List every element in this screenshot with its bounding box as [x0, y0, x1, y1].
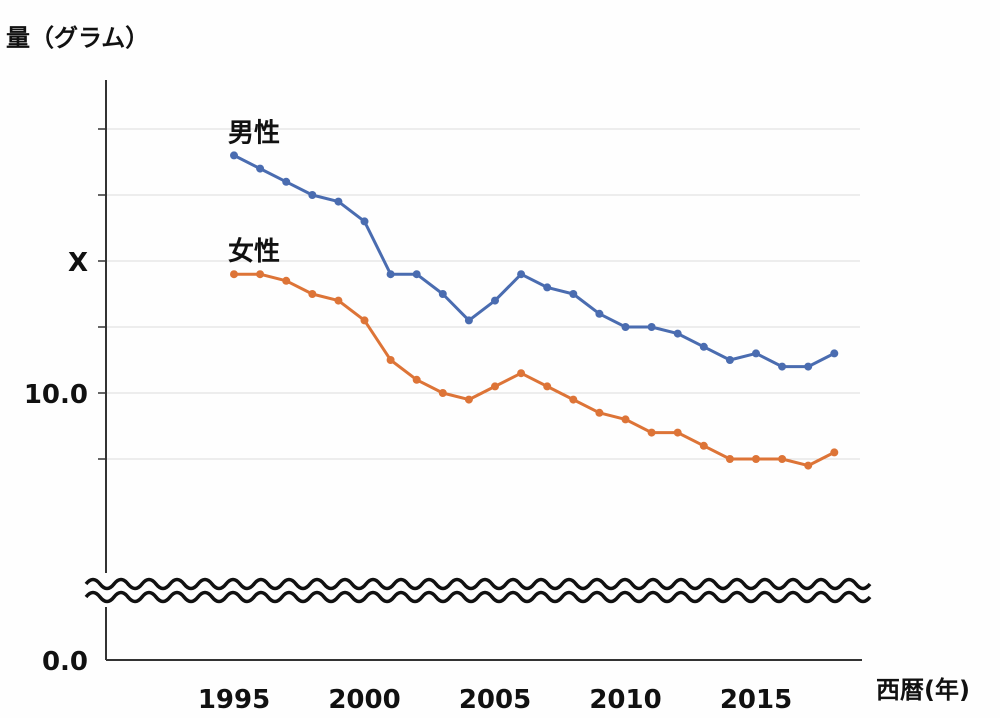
data-point: [647, 323, 656, 331]
data-point: [256, 164, 265, 173]
y-axis-title: 量（グラム）: [6, 24, 149, 52]
data-point: [386, 270, 395, 279]
axis-break-wave: [84, 573, 872, 607]
y-tick-label: 10.0: [24, 380, 88, 410]
data-point: [543, 382, 552, 391]
x-tick-label: 2010: [589, 685, 661, 715]
series-line: [233, 154, 835, 369]
x-tick-label: 2000: [328, 685, 400, 715]
series-line: [234, 272, 835, 468]
data-point: [595, 408, 604, 417]
data-point: [517, 369, 526, 378]
data-point: [438, 389, 447, 397]
data-point: [334, 296, 343, 305]
axis-break-wave-lower: [84, 590, 872, 604]
data-point: [491, 296, 499, 305]
data-point: [804, 362, 813, 371]
data-point: [308, 290, 317, 298]
data-point: [673, 329, 682, 338]
series-label: 男性: [228, 118, 280, 148]
data-point: [282, 276, 291, 285]
data-point: [282, 177, 291, 186]
data-point: [647, 428, 656, 437]
data-point: [491, 382, 499, 391]
data-point: [230, 151, 238, 160]
data-point: [360, 217, 369, 226]
data-point: [386, 356, 395, 364]
x-axis-title: 西暦(年): [876, 676, 970, 704]
data-point: [334, 197, 343, 206]
axis-break-wave-upper: [84, 577, 872, 591]
data-point: [804, 461, 813, 470]
x-tick-label: 1995: [198, 685, 270, 715]
data-point: [830, 448, 839, 457]
data-point: [725, 455, 734, 463]
data-point: [517, 270, 526, 279]
data-point: [256, 270, 265, 279]
data-point: [699, 342, 708, 351]
series-label: 女性: [228, 236, 280, 267]
y-tick-labels: 0.0 10.0 X: [24, 248, 88, 677]
data-point: [778, 362, 787, 371]
data-point: [778, 455, 787, 463]
data-point: [699, 441, 708, 450]
data-point: [830, 349, 839, 358]
y-tick-label: X: [68, 248, 88, 278]
data-point: [621, 323, 630, 331]
data-point: [230, 270, 238, 279]
x-tick-label: 2015: [720, 685, 792, 715]
data-point: [621, 415, 630, 424]
x-tick-labels: 1995 2000 2005 2010 2015: [198, 685, 792, 715]
data-point: [595, 309, 604, 318]
data-point: [725, 356, 734, 364]
data-point: [464, 316, 473, 325]
x-tick-label: 2005: [459, 685, 531, 715]
data-point: [543, 283, 552, 292]
data-point: [752, 455, 760, 463]
data-point: [464, 395, 473, 404]
data-point: [308, 191, 317, 199]
data-point: [360, 316, 369, 325]
gridlines: [98, 128, 860, 460]
series-1: 男性: [228, 118, 839, 371]
data-point: [752, 349, 760, 358]
data-point: [412, 270, 421, 279]
data-point: [438, 290, 447, 298]
y-tick-label: 0.0: [42, 647, 88, 677]
data-point: [412, 375, 421, 384]
data-point: [569, 290, 578, 298]
series-2: 女性: [228, 236, 839, 470]
data-point: [673, 428, 682, 437]
data-point: [569, 395, 578, 404]
